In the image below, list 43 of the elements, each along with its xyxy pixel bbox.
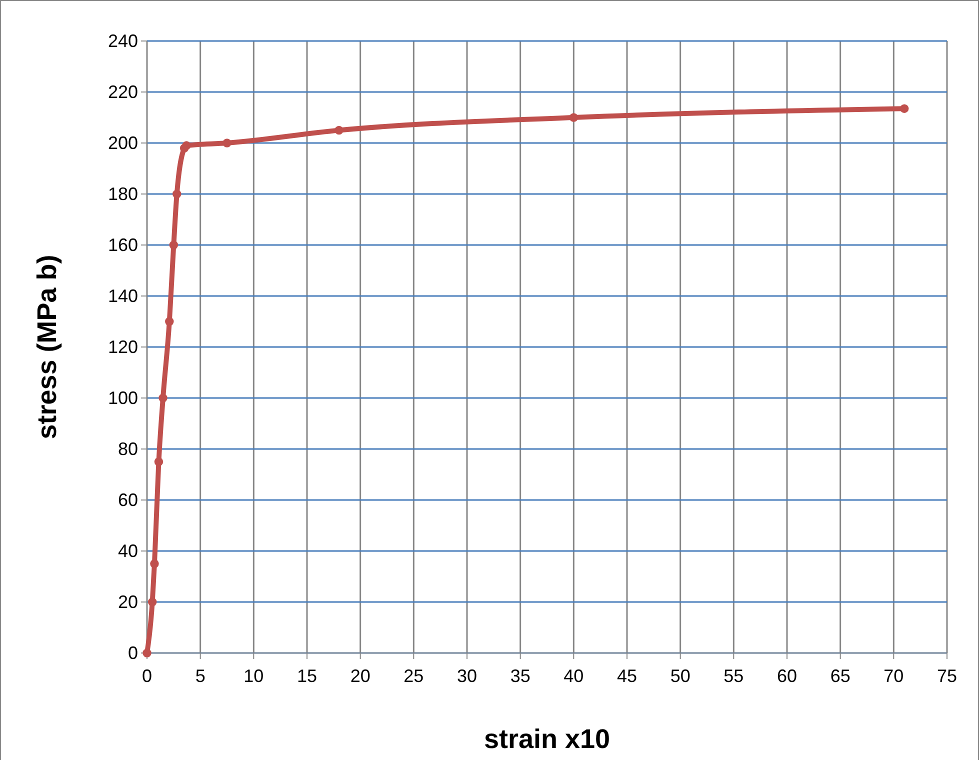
y-tick-label: 0 <box>128 642 138 663</box>
x-tick-label: 30 <box>456 666 478 686</box>
point <box>569 113 578 122</box>
x-tick-label: 20 <box>350 666 370 686</box>
y-tick-label: 140 <box>108 286 138 306</box>
y-tick-label: 60 <box>118 490 138 510</box>
x-tick-label: 35 <box>510 666 530 686</box>
y-tick-label: 180 <box>108 184 138 204</box>
point <box>334 126 344 135</box>
x-tick-label: 10 <box>244 666 264 686</box>
x-tick-label: 15 <box>296 666 318 686</box>
y-axis-title: stress (MPa b) <box>32 254 62 440</box>
point <box>148 598 157 606</box>
y-tick-label: 120 <box>108 336 138 357</box>
y-tick-label: 220 <box>108 82 138 102</box>
x-tick-label: 50 <box>670 666 690 686</box>
y-tick-label: 200 <box>108 132 138 153</box>
y-tick-label: 40 <box>118 540 138 561</box>
x-axis-title: strain x10 <box>484 724 610 754</box>
point <box>172 190 182 198</box>
x-tick-label: 5 <box>195 666 206 686</box>
x-tick-label: 25 <box>404 666 424 686</box>
x-tick-label: 75 <box>936 666 958 686</box>
y-tick-label: 20 <box>118 592 138 612</box>
point <box>150 559 159 568</box>
point <box>158 394 168 402</box>
point <box>182 141 191 150</box>
x-tick-label: 0 <box>142 666 152 686</box>
point <box>165 317 174 326</box>
point <box>169 240 178 250</box>
point <box>900 104 909 113</box>
y-tick-label: 240 <box>108 30 138 51</box>
x-tick-label: 70 <box>884 666 904 686</box>
x-tick-label: 55 <box>724 666 744 686</box>
y-tick-label: 80 <box>118 438 138 459</box>
x-tick-label: 65 <box>830 666 850 686</box>
x-tick-label: 40 <box>564 666 584 686</box>
y-tick-label: 100 <box>108 388 138 408</box>
x-tick-label: 60 <box>776 666 798 686</box>
point <box>222 138 232 148</box>
x-tick-label: 45 <box>616 666 638 686</box>
point <box>154 457 164 466</box>
y-tick-label: 160 <box>108 234 138 255</box>
